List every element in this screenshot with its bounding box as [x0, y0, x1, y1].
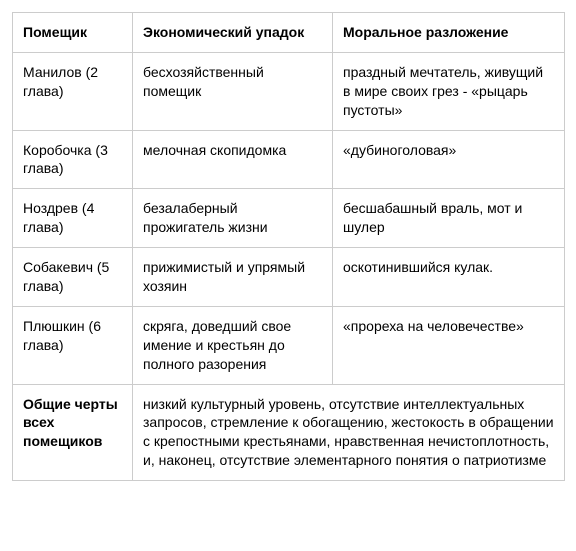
- cell-economic: скряга, доведший свое имение и крестьян …: [133, 306, 333, 384]
- cell-economic: прижимистый и упрямый хозяин: [133, 248, 333, 307]
- summary-label: Общие черты всех помещиков: [13, 384, 133, 481]
- header-landowner: Помещик: [13, 13, 133, 53]
- cell-moral: праздный мечтатель, живущий в мире своих…: [333, 52, 565, 130]
- cell-moral: «дубиноголовая»: [333, 130, 565, 189]
- cell-landowner: Плюшкин (6 глава): [13, 306, 133, 384]
- landowners-table: Помещик Экономический упадок Моральное р…: [12, 12, 565, 481]
- header-row: Помещик Экономический упадок Моральное р…: [13, 13, 565, 53]
- table-row: Плюшкин (6 глава) скряга, доведший свое …: [13, 306, 565, 384]
- table-row: Ноздрев (4 глава) безалаберный прожигате…: [13, 189, 565, 248]
- header-moral: Моральное разложение: [333, 13, 565, 53]
- cell-moral: бесшабашный враль, мот и шулер: [333, 189, 565, 248]
- cell-landowner: Собакевич (5 глава): [13, 248, 133, 307]
- table-row: Манилов (2 глава) бесхозяйственный помещ…: [13, 52, 565, 130]
- summary-text: низкий культурный уровень, отсутствие ин…: [133, 384, 565, 481]
- cell-landowner: Коробочка (3 глава): [13, 130, 133, 189]
- cell-landowner: Манилов (2 глава): [13, 52, 133, 130]
- header-economic: Экономический упадок: [133, 13, 333, 53]
- cell-moral: оскотинившийся кулак.: [333, 248, 565, 307]
- cell-moral: «прореха на человечестве»: [333, 306, 565, 384]
- cell-economic: бесхозяйственный помещик: [133, 52, 333, 130]
- cell-landowner: Ноздрев (4 глава): [13, 189, 133, 248]
- cell-economic: безалаберный прожигатель жизни: [133, 189, 333, 248]
- cell-economic: мелочная скопидомка: [133, 130, 333, 189]
- summary-row: Общие черты всех помещиков низкий культу…: [13, 384, 565, 481]
- table-row: Собакевич (5 глава) прижимистый и упрямы…: [13, 248, 565, 307]
- table-row: Коробочка (3 глава) мелочная скопидомка …: [13, 130, 565, 189]
